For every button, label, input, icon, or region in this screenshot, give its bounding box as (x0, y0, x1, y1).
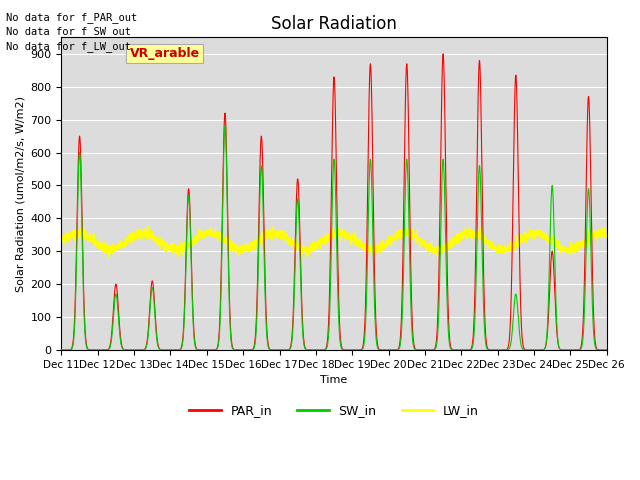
Text: VR_arable: VR_arable (129, 47, 200, 60)
X-axis label: Time: Time (321, 375, 348, 385)
Text: No data for f_PAR_out: No data for f_PAR_out (6, 12, 138, 23)
Text: No data for f_LW_out: No data for f_LW_out (6, 41, 131, 52)
Y-axis label: Solar Radiation (umol/m2/s, W/m2): Solar Radiation (umol/m2/s, W/m2) (15, 96, 25, 292)
Legend: PAR_in, SW_in, LW_in: PAR_in, SW_in, LW_in (184, 399, 484, 422)
Text: No data for f_SW_out: No data for f_SW_out (6, 26, 131, 37)
Title: Solar Radiation: Solar Radiation (271, 15, 397, 33)
